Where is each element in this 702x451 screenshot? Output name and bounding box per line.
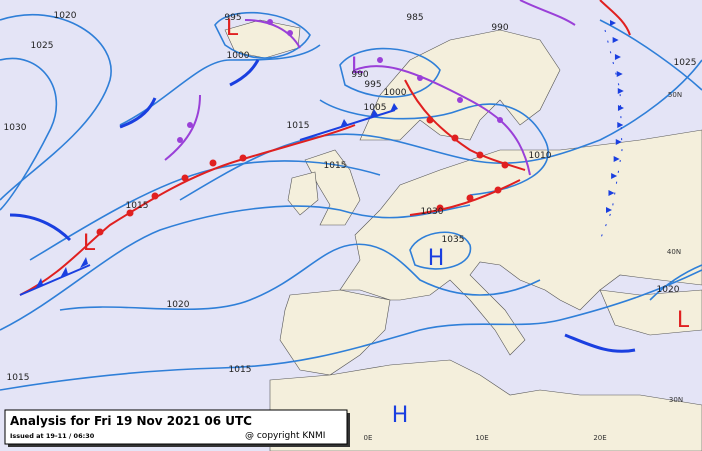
warm-front-dot <box>126 209 134 217</box>
isobar-label: 1000 <box>227 51 250 61</box>
isobar-label: 1015 <box>7 373 30 383</box>
isobar-label: 1020 <box>167 300 190 310</box>
isobar-label: 1015 <box>287 121 310 131</box>
occlusion-symbol <box>417 75 423 81</box>
cold-front-triangle <box>617 122 624 128</box>
isobar-label: 985 <box>406 13 423 23</box>
occlusion-symbol <box>497 117 503 123</box>
copyright: @ copyright KNMI <box>245 431 325 441</box>
warm-front-dot <box>151 192 159 200</box>
cold-front-triangle <box>35 278 43 289</box>
cold-front-triangle <box>612 37 619 43</box>
isobar-label: 1005 <box>364 103 387 113</box>
grid-label: 0E <box>364 434 373 442</box>
warm-front-dot <box>96 228 104 236</box>
warm-front-dot <box>436 204 444 212</box>
grid-label: 40N <box>667 248 681 256</box>
pressure-center: H <box>392 403 409 428</box>
isobar-label: 995 <box>364 80 381 90</box>
pressure-center: L <box>677 308 690 333</box>
cold-front-triangle <box>370 109 378 118</box>
isobar-label: 1015 <box>126 201 149 211</box>
occlusion-symbol <box>287 30 293 36</box>
occlusion-symbol <box>377 57 383 63</box>
occlusion-symbol <box>267 19 273 25</box>
cold-front-triangle <box>340 119 348 128</box>
pressure-center: L <box>226 16 239 41</box>
isobar-label: 1015 <box>229 365 252 375</box>
grid-label: 20E <box>593 434 606 442</box>
warm-front-dot <box>466 194 474 202</box>
cold-front-triangle <box>611 173 618 179</box>
cold-front-triangle <box>614 54 621 60</box>
grid-label: 30N <box>669 396 683 404</box>
cold-front-triangle <box>80 257 88 268</box>
isobar-label: 995 <box>224 13 241 23</box>
land <box>224 19 702 451</box>
grid-label: 10E <box>475 434 488 442</box>
cold-front-triangle <box>390 103 398 112</box>
cold-front-triangle <box>608 190 615 196</box>
cold-front-triangle <box>610 20 616 26</box>
warm-front-dot <box>451 134 459 142</box>
isobar-label: 1015 <box>324 161 347 171</box>
cold-front-triangle <box>613 156 620 162</box>
pressure-center: L <box>83 231 96 256</box>
cold-front-triangle <box>60 267 68 278</box>
pressure-center: H <box>428 246 445 271</box>
isobar-label: 1025 <box>674 58 697 68</box>
warm-front-dot <box>181 174 189 182</box>
warm-front-dot <box>426 116 434 124</box>
isobar-label: 1030 <box>421 207 444 217</box>
cold-front-triangle <box>616 71 623 77</box>
cold-front-triangle <box>615 139 622 145</box>
occlusion-symbol <box>457 97 463 103</box>
title-box: Analysis for Fri 19 Nov 2021 06 UTC Issu… <box>4 409 350 447</box>
warm-front-dot <box>209 159 217 167</box>
isobar-label: 1020 <box>657 285 680 295</box>
isobar-label: 1000 <box>384 88 407 98</box>
isobar-label: 990 <box>491 23 508 33</box>
warm-front-dot <box>476 151 484 159</box>
occlusion-symbol <box>187 122 193 128</box>
cold-front-triangle <box>617 88 624 94</box>
isobar-label: 1035 <box>442 235 465 245</box>
issued: Issued at 19-11 / 06:30 <box>10 432 95 440</box>
warm-front-dot <box>494 186 502 194</box>
title: Analysis for Fri 19 Nov 2021 06 UTC <box>10 414 252 428</box>
isobars <box>0 11 702 391</box>
cold-front-triangle <box>605 207 612 213</box>
warm-front-dot <box>501 161 509 169</box>
isobar-label: 1010 <box>529 151 552 161</box>
grid-label: 50N <box>668 91 682 99</box>
labels: LLLLHH1020102510309951000985990990995100… <box>4 11 697 442</box>
occlusion-symbol <box>177 137 183 143</box>
isobar-label: 1030 <box>4 123 27 133</box>
cold-front-triangle <box>617 105 624 111</box>
warm-front-dot <box>239 154 247 162</box>
front-symbols <box>35 19 624 289</box>
pressure-center: L <box>351 54 364 79</box>
isobar-label: 990 <box>351 70 368 80</box>
isobar-label: 1020 <box>54 11 77 21</box>
isobar-label: 1025 <box>31 41 54 51</box>
